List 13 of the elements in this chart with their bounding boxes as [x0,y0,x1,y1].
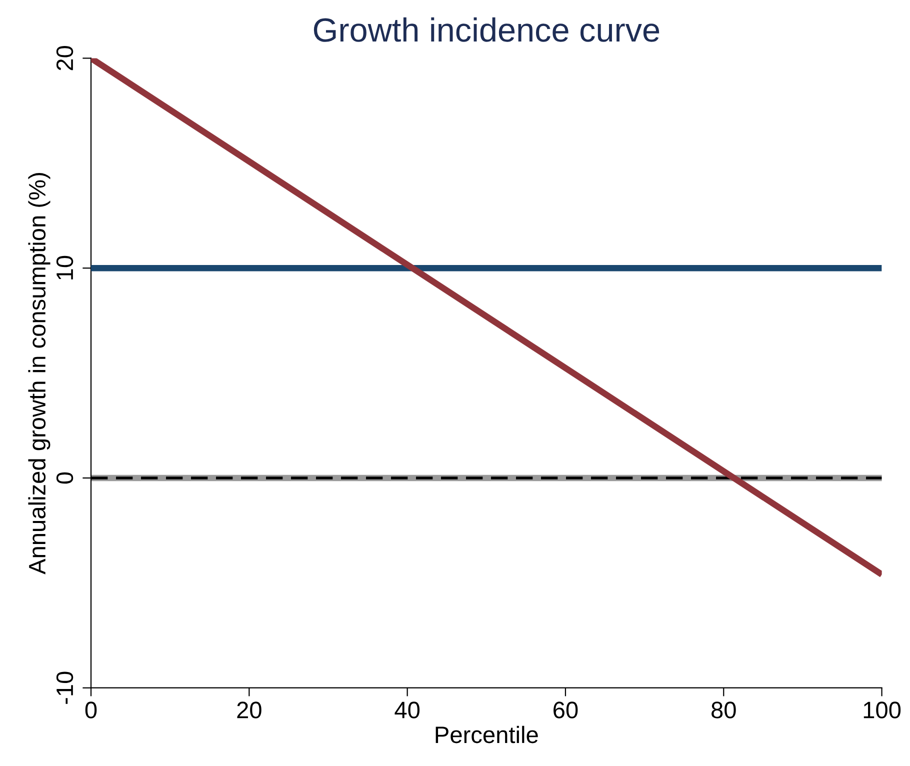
y-tick-label: -10 [56,672,74,704]
x-axis-title: Percentile [436,726,538,744]
y-tick-label: 20 [56,46,74,70]
y-axis-title: Annualized growth in consumption (%) [28,173,50,574]
x-tick-label: 40 [394,702,420,718]
x-tick-label: 100 [864,702,901,718]
x-tick-label: 80 [712,702,736,718]
x-tick-label: 0 [85,702,97,718]
chart-title: Growth incidence curve [314,17,660,42]
x-tick-label: 60 [554,702,578,718]
y-tick-label: 10 [56,256,74,280]
x-tick-label: 20 [237,702,262,718]
y-tick-label: 0 [56,472,74,484]
